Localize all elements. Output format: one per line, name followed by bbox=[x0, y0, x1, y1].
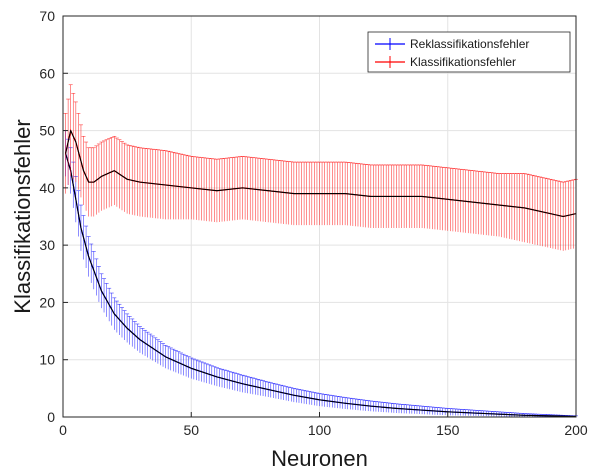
series-2 bbox=[63, 84, 578, 251]
x-tick-label: 0 bbox=[59, 422, 67, 438]
y-axis-label: Klassifikationsfehler bbox=[10, 119, 35, 313]
trend-line bbox=[65, 153, 577, 417]
y-tick-label: 60 bbox=[39, 65, 55, 81]
y-tick-label: 70 bbox=[39, 8, 55, 24]
y-tick-label: 30 bbox=[39, 237, 55, 253]
y-tick-label: 20 bbox=[39, 294, 55, 310]
x-tick-label: 50 bbox=[183, 422, 199, 438]
legend: Reklassifikationsfehler Klassifikationsf… bbox=[367, 31, 571, 73]
legend-entry-2: Klassifikationsfehler bbox=[375, 55, 516, 69]
legend-label-1: Reklassifikationsfehler bbox=[410, 37, 529, 51]
y-tick-label: 40 bbox=[39, 180, 55, 196]
y-tick-label: 10 bbox=[39, 352, 55, 368]
y-tick-label: 50 bbox=[39, 123, 55, 139]
y-tick-label: 0 bbox=[47, 409, 55, 425]
ticks: 0 50 100 150 200 0 10 20 30 40 50 60 70 bbox=[39, 8, 587, 438]
series-layer bbox=[63, 84, 578, 418]
legend-entry-1: Reklassifikationsfehler bbox=[375, 37, 529, 51]
x-tick-label: 150 bbox=[436, 422, 460, 438]
x-tick-label: 100 bbox=[308, 422, 332, 438]
trend-line bbox=[65, 130, 577, 218]
x-axis-label: Neuronen bbox=[271, 446, 368, 471]
legend-label-2: Klassifikationsfehler bbox=[410, 55, 516, 69]
x-tick-label: 200 bbox=[564, 422, 588, 438]
legend-box bbox=[367, 31, 571, 73]
